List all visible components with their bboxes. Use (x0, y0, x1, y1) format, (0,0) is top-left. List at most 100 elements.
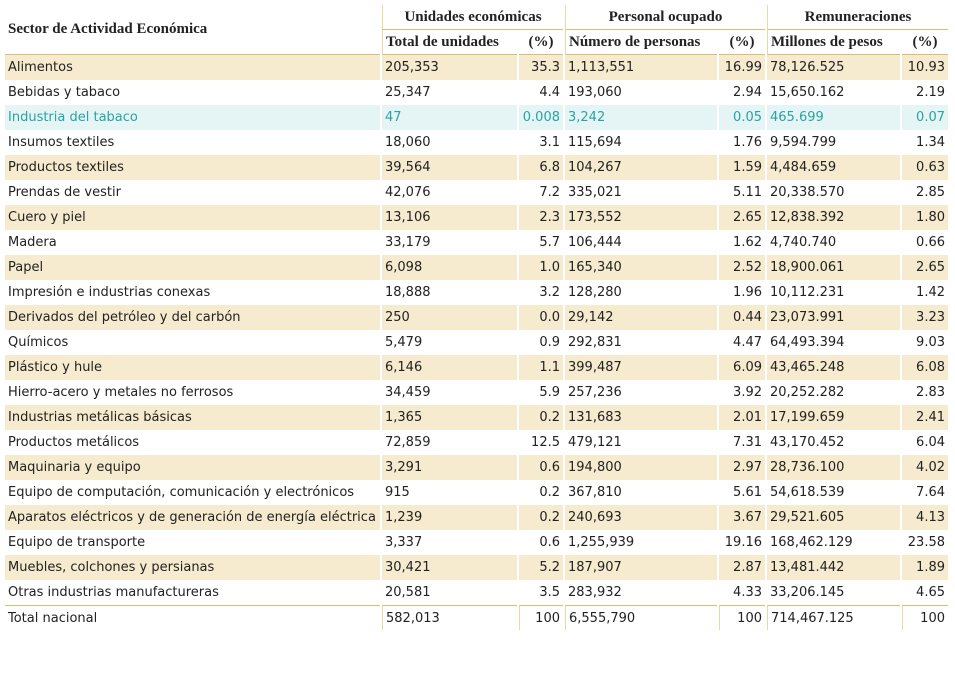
cell-value: 15,650.162 (770, 85, 845, 100)
cell-value: 335,021 (568, 185, 622, 200)
sector-name: Industrias metálicas básicas (5, 405, 380, 430)
cell-value: 0.6 (539, 535, 560, 550)
cell-value: 0.2 (519, 405, 563, 430)
sector-name: Insumos textiles (8, 135, 115, 150)
cell-value: 64,493.394 (770, 335, 845, 350)
cell-value: 915 (385, 485, 410, 500)
cell-value: 28,736.100 (767, 455, 900, 480)
cell-value: 465.699 (767, 105, 900, 130)
cell-value: 54,618.539 (770, 485, 845, 500)
group-header: Personal ocupado (565, 5, 765, 30)
cell-value: 1,365 (382, 405, 517, 430)
cell-value: 35.3 (519, 55, 563, 80)
data-row: Insumos textiles 18,060 3.1 115,694 1.76 9,59… (5, 130, 948, 155)
column-header: Número de personas (565, 30, 717, 55)
cell-value: 106,444 (568, 235, 622, 250)
cell-value: 17,199.659 (767, 405, 900, 430)
cell-value: 12.5 (531, 435, 560, 450)
cell-value: 5.2 (519, 555, 563, 580)
cell-value: 19.16 (724, 535, 762, 550)
data-row: Maquinaria y equipo 3,291 0.6 194,800 2.97 28… (5, 455, 948, 480)
cell-value: 0.6 (519, 455, 563, 480)
data-row: Productos textiles 39,564 6.8 104,267 1.59 4,… (5, 155, 948, 180)
cell-value: 131,683 (565, 405, 717, 430)
cell-value: 1,239 (382, 505, 517, 530)
cell-value: 6.8 (519, 155, 563, 180)
sector-name: Industria del tabaco (5, 105, 380, 130)
cell-value: 4.02 (902, 455, 948, 480)
cell-value: 0.07 (902, 105, 948, 130)
cell-value: 173,552 (565, 205, 717, 230)
cell-value: 4.47 (733, 335, 762, 350)
cell-value: 194,800 (565, 455, 717, 480)
cell-value: 2.65 (719, 205, 765, 230)
cell-value: 3.23 (902, 305, 948, 330)
cell-value: 2.01 (719, 405, 765, 430)
cell-value: 4,740.740 (770, 235, 837, 250)
cell-value: 25,347 (385, 85, 431, 100)
cell-value: 6.04 (916, 435, 945, 450)
cell-value: 2.3 (519, 205, 563, 230)
cell-value: 193,060 (568, 85, 622, 100)
total-label: Total nacional (5, 605, 380, 630)
cell-value: 9.03 (916, 335, 945, 350)
cell-value: 13,481.442 (767, 555, 900, 580)
column-header: (%) (902, 30, 948, 55)
total-value: 582,013 (382, 605, 517, 630)
cell-value: 128,280 (568, 285, 622, 300)
cell-value: 30,421 (382, 555, 517, 580)
cell-value: 1.62 (733, 235, 762, 250)
total-row: Total nacional 582,013 100 6,555,790 100 714,… (5, 605, 948, 630)
cell-value: 283,932 (568, 585, 622, 600)
cell-value: 1.89 (902, 555, 948, 580)
sector-name: Equipo de transporte (8, 535, 146, 550)
cell-value: 104,267 (565, 155, 717, 180)
sector-name: Maquinaria y equipo (5, 455, 380, 480)
cell-value: 20,252.282 (770, 385, 845, 400)
cell-value: 0.2 (519, 505, 563, 530)
cell-value: 2.87 (719, 555, 765, 580)
cell-value: 18,888 (385, 285, 431, 300)
sector-name: Productos metálicos (8, 435, 140, 450)
cell-value: 2.41 (902, 405, 948, 430)
table-head: Sector de Actividad Económica Unidades ec… (5, 5, 948, 55)
cell-value: 2.65 (902, 255, 948, 280)
sector-name: Productos textiles (5, 155, 380, 180)
data-row: Derivados del petróleo y del carbón 250 0.… (5, 305, 948, 330)
total-value: 714,467.125 (767, 605, 900, 630)
cell-value: 4.65 (916, 585, 945, 600)
total-value: 100 (719, 605, 765, 630)
cell-value: 2.19 (916, 85, 945, 100)
cell-value: 257,236 (568, 385, 622, 400)
cell-value: 4.4 (539, 85, 560, 100)
cell-value: 115,694 (568, 135, 622, 150)
sector-name: Derivados del petróleo y del carbón (5, 305, 380, 330)
cell-value: 33,206.145 (770, 585, 845, 600)
data-row: Muebles, colchones y persianas 30,421 5.2 1… (5, 555, 948, 580)
cell-value: 1.80 (902, 205, 948, 230)
header-row: Sector de Actividad Económica Unidades ec… (5, 5, 948, 55)
cell-value: 7.64 (916, 485, 945, 500)
cell-value: 6.09 (719, 355, 765, 380)
cell-value: 12,838.392 (767, 205, 900, 230)
cell-value: 1.1 (519, 355, 563, 380)
data-row: Hierro-acero y metales no ferrosos 34,459… (5, 380, 948, 405)
cell-value: 18,900.061 (767, 255, 900, 280)
cell-value: 72,859 (385, 435, 431, 450)
cell-value: 6,146 (382, 355, 517, 380)
cell-value: 2.83 (916, 385, 945, 400)
cell-value: 3,242 (565, 105, 717, 130)
data-row: Aparatos eléctricos y de generación de e… (5, 505, 948, 530)
cell-value: 10.93 (902, 55, 948, 80)
sector-name: Aparatos eléctricos y de generación de e… (5, 505, 380, 530)
cell-value: 5.61 (733, 485, 762, 500)
cell-value: 4.33 (733, 585, 762, 600)
cell-value: 4,484.659 (767, 155, 900, 180)
cell-value: 47 (382, 105, 517, 130)
cell-value: 13,106 (382, 205, 517, 230)
data-row: Papel 6,098 1.0 165,340 2.52 18,900.061 2.65 (5, 255, 948, 280)
cell-value: 1.42 (916, 285, 945, 300)
cell-value: 399,487 (565, 355, 717, 380)
data-row: Equipo de computación, comunicación y el… (5, 480, 948, 505)
